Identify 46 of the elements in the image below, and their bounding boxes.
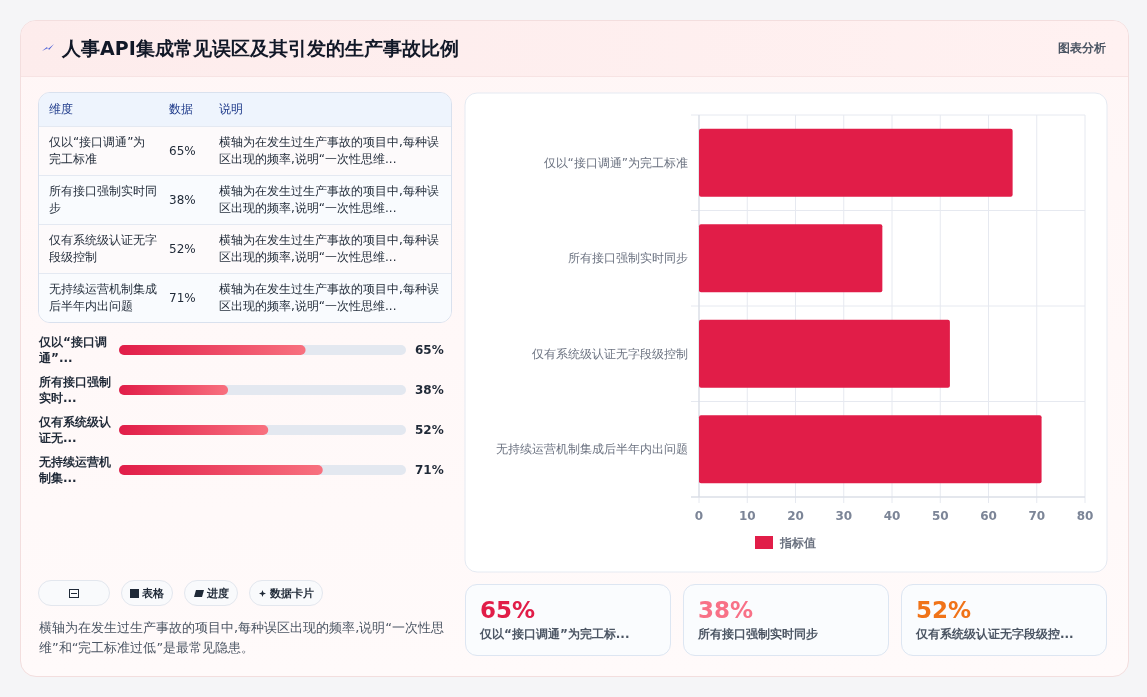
text: 52% [916, 597, 972, 623]
text: 数据卡片 [249, 580, 323, 606]
y-tick-label: 所有接口强制实时... [39, 374, 112, 406]
data-label: 52% [415, 423, 444, 438]
text: 38% [169, 192, 196, 207]
text: 52% [169, 241, 196, 256]
y-tick-label: 无持续运营机制集成后半年内出问题 [496, 442, 688, 457]
x-tick-label: 80 [1076, 509, 1094, 523]
x-tick-label: 10 [738, 509, 756, 523]
y-tick-label: 仅以“接口调通”... [39, 334, 108, 366]
text: 71% [169, 290, 196, 305]
text: 65% [480, 597, 536, 623]
text: 横轴为在发生过生产事故的项目中,每种误区出现的频率,说明“一次性思维... [218, 280, 440, 315]
data-label: 65% [415, 343, 444, 358]
x-tick-label: 30 [835, 509, 853, 523]
y-tick-label: 仅有系统级认证无字段级控制 [532, 346, 688, 361]
legend-label: 指标值 [779, 536, 816, 550]
text: 横轴为在发生过生产事故的项目中,每种误区出现的频率,说明“一次性思维... [218, 133, 440, 168]
y-tick-label: 所有接口强制实时同步 [568, 251, 688, 266]
text: 横轴为在发生过生产事故的项目中,每种误区出现的频率,说明“一次性思维”和“完工标准过低”是最常见隐患。 [39, 619, 445, 657]
text: 65% [169, 143, 196, 158]
text: 人事API集成常见误区及其引发的生产事故比例 [62, 36, 459, 61]
bar [699, 319, 950, 388]
text: 进度 [184, 580, 238, 606]
x-tick-label: 40 [883, 509, 901, 523]
x-tick-label: 60 [980, 509, 997, 523]
x-tick-label: 0 [694, 509, 704, 523]
text: 38% [698, 597, 754, 623]
category-label: 所有接口强制实时同步 [698, 626, 819, 643]
category-label: 仅有系统级认证无字段级控... [916, 626, 1075, 643]
x-tick-label: 50 [931, 509, 949, 523]
bar [699, 128, 1013, 197]
text: 横轴为在发生过生产事故的项目中,每种误区出现的频率,说明“一次性思维... [218, 231, 440, 266]
text: 表格 [121, 580, 173, 606]
data-label: 71% [415, 463, 444, 478]
x-tick-label: 20 [787, 509, 804, 523]
bar [699, 415, 1042, 484]
text: 图表分析 [1058, 40, 1106, 57]
y-tick-label: 仅有系统级认证无... [39, 414, 112, 446]
category-label: 仅以“接口调通”为完工标... [480, 626, 631, 643]
text: 横轴为在发生过生产事故的项目中,每种误区出现的频率,说明“一次性思维... [218, 182, 440, 217]
x-tick-label: 70 [1028, 509, 1046, 523]
bar [699, 224, 883, 293]
y-tick-label: 无持续运营机制集... [39, 454, 112, 486]
y-tick-label: 仅以“接口调通”为完工标准 [543, 155, 688, 170]
data-label: 38% [415, 383, 444, 398]
